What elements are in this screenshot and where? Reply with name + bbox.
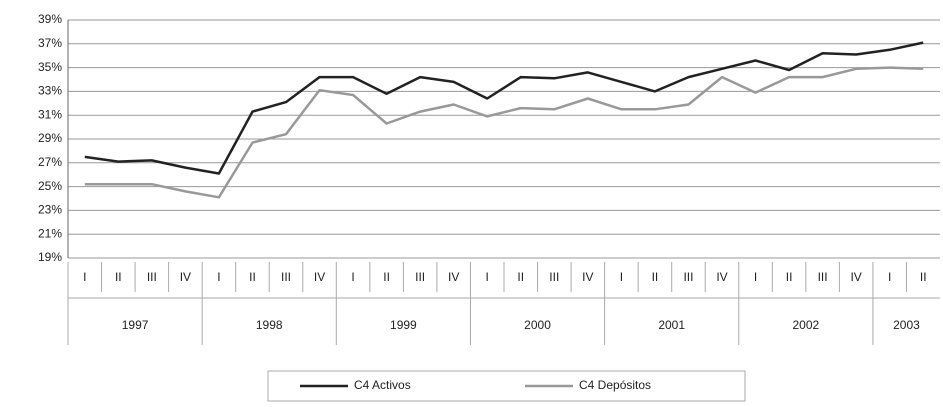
- y-tick-label: 19%: [38, 250, 62, 264]
- x-tick-label: II: [920, 270, 927, 284]
- x-tick-label: II: [249, 270, 256, 284]
- y-tick-label: 29%: [38, 131, 62, 145]
- y-tick-label: 37%: [38, 36, 62, 50]
- y-tick-label: 33%: [38, 84, 62, 98]
- x-tick-label: II: [383, 270, 390, 284]
- x-tick-label: I: [754, 270, 757, 284]
- x-tick-label: II: [517, 270, 524, 284]
- year-label: 2001: [658, 318, 685, 332]
- x-tick-label: I: [620, 270, 623, 284]
- year-label: 1997: [122, 318, 149, 332]
- y-tick-label: 27%: [38, 155, 62, 169]
- legend-label: C4 Activos: [354, 378, 411, 392]
- y-tick-label: 35%: [38, 60, 62, 74]
- y-tick-label: 39%: [38, 12, 62, 26]
- year-label: 2000: [524, 318, 551, 332]
- x-tick-label: III: [818, 270, 828, 284]
- x-tick-label: III: [415, 270, 425, 284]
- x-tick-label: III: [281, 270, 291, 284]
- x-tick-label: IV: [448, 270, 459, 284]
- x-tick-label: II: [786, 270, 793, 284]
- y-tick-label: 25%: [38, 179, 62, 193]
- legend-label: C4 Depósitos: [579, 378, 651, 392]
- x-tick-label: IV: [850, 270, 861, 284]
- series-line: [84, 66, 924, 199]
- x-tick-label: I: [83, 270, 86, 284]
- x-tick-label: IV: [716, 270, 727, 284]
- x-tick-label: I: [351, 270, 354, 284]
- y-tick-label: 21%: [38, 226, 62, 240]
- legend-box: [267, 370, 746, 402]
- x-tick-label: I: [486, 270, 489, 284]
- y-tick-label: 31%: [38, 107, 62, 121]
- x-tick-label: III: [147, 270, 157, 284]
- x-tick-label: III: [549, 270, 559, 284]
- series-line: [84, 41, 924, 175]
- y-tick-label: 23%: [38, 203, 62, 217]
- x-tick-label: I: [217, 270, 220, 284]
- x-tick-label: IV: [314, 270, 325, 284]
- year-label: 2002: [792, 318, 819, 332]
- x-tick-label: IV: [582, 270, 593, 284]
- year-label: 1999: [390, 318, 417, 332]
- x-tick-label: III: [683, 270, 693, 284]
- x-tick-label: II: [115, 270, 122, 284]
- year-label: 1998: [256, 318, 283, 332]
- year-label: 2003: [893, 318, 920, 332]
- x-tick-label: I: [888, 270, 891, 284]
- x-tick-label: IV: [180, 270, 191, 284]
- x-tick-label: II: [652, 270, 659, 284]
